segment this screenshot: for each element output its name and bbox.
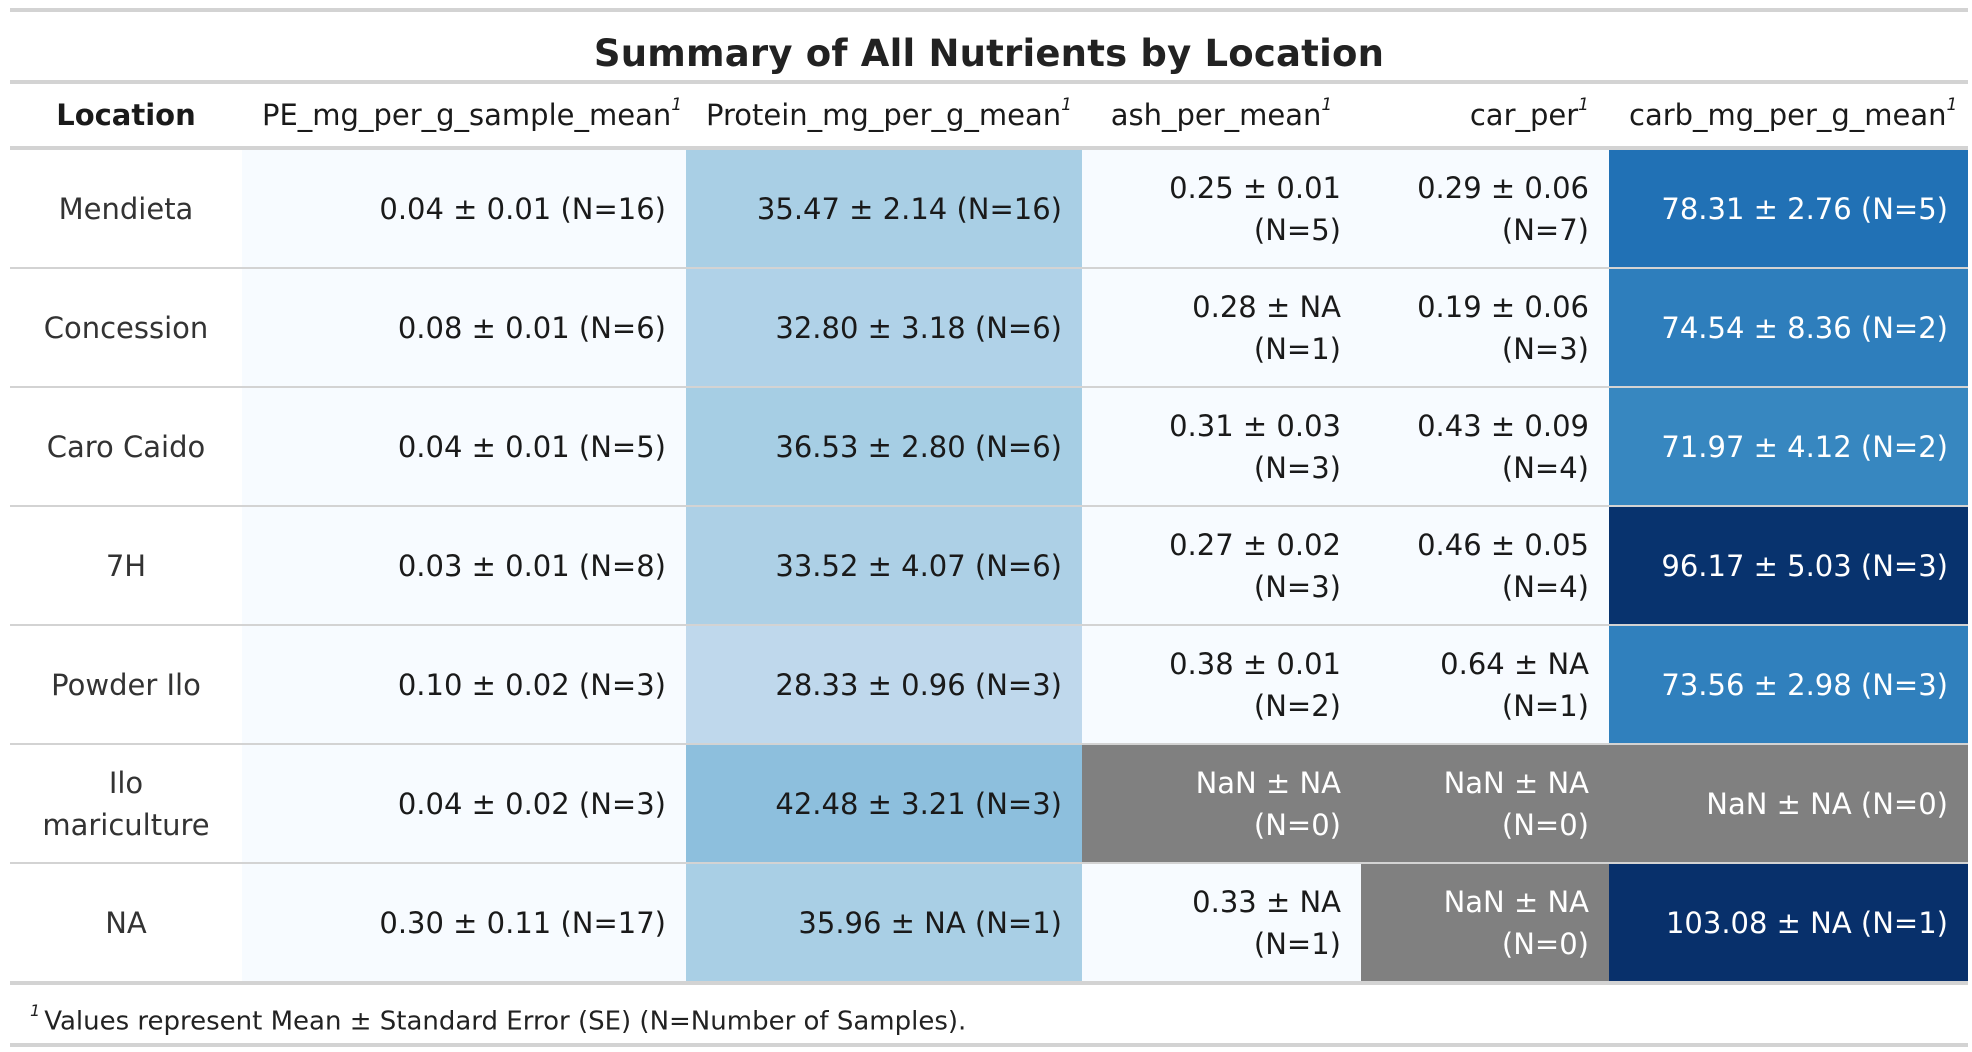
column-header-label: Location [56,98,196,132]
value-cell: 36.53 ± 2.80 (N=6) [686,386,1082,506]
nutrients-table: Location PE_mg_per_g_sample_mean1 Protein_… [10,84,1968,981]
column-header-carb-mg-per-g-mean: carb_mg_per_g_mean1 [1609,84,1968,148]
footnote-mark: 1 [30,1001,41,1020]
table-row: Mendieta 0.04 ± 0.01 (N=16) 35.47 ± 2.14 (… [10,148,1968,268]
footnote-marker: 1 [1061,95,1072,116]
footer-rule [10,981,1968,985]
value-cell: 32.80 ± 3.18 (N=6) [686,267,1082,387]
value-cell: 35.47 ± 2.14 (N=16) [686,148,1082,268]
table-title: Summary of All Nutrients by Location [593,32,1385,75]
value-cell: 0.08 ± 0.01 (N=6) [242,267,686,387]
value-cell: 0.04 ± 0.02 (N=3) [242,743,686,863]
value-cell: 73.56 ± 2.98 (N=3) [1609,624,1968,744]
value-cell: 71.97 ± 4.12 (N=2) [1609,386,1968,506]
column-header-label: carb_mg_per_g_mean [1629,98,1947,132]
footnote-marker: 1 [1946,95,1958,116]
value-cell: 0.29 ± 0.06 (N=7) [1361,148,1609,268]
value-cell: 33.52 ± 4.07 (N=6) [686,505,1082,625]
value-cell: 0.31 ± 0.03 (N=3) [1082,386,1361,506]
value-cell: 0.43 ± 0.09 (N=4) [1361,386,1609,506]
column-header-protein-mg-per-g-mean: Protein_mg_per_g_mean1 [686,84,1082,148]
value-cell: 0.30 ± 0.11 (N=17) [242,862,686,981]
table-body: Mendieta 0.04 ± 0.01 (N=16) 35.47 ± 2.14 (… [10,148,1968,981]
value-cell: 0.27 ± 0.02 (N=3) [1082,505,1361,625]
table-row: 7H 0.03 ± 0.01 (N=8) 33.52 ± 4.07 (N=6) 0.2… [10,505,1968,625]
location-cell: Ilo mariculture [10,743,242,863]
value-cell: 0.46 ± 0.05 (N=4) [1361,505,1609,625]
location-cell: NA [10,862,242,981]
value-cell: NaN ± NA (N=0) [1361,862,1609,981]
table-row: Concession 0.08 ± 0.01 (N=6) 32.80 ± 3.18 … [10,267,1968,387]
value-cell: 0.25 ± 0.01 (N=5) [1082,148,1361,268]
table-row: Powder Ilo 0.10 ± 0.02 (N=3) 28.33 ± 0.96 … [10,624,1968,744]
column-header-label: ash_per_mean [1110,98,1322,132]
location-cell: Concession [10,267,242,387]
bottom-rule [10,1043,1968,1047]
value-cell: 0.64 ± NA (N=1) [1361,624,1609,744]
column-header-location: Location [10,84,242,148]
column-header-label: PE_mg_per_g_sample_mean [262,98,672,132]
value-cell: 74.54 ± 8.36 (N=2) [1609,267,1968,387]
footnote-marker: 1 [1578,95,1589,116]
footnote-marker: 1 [671,95,683,116]
value-cell: 96.17 ± 5.03 (N=3) [1609,505,1968,625]
value-cell: 35.96 ± NA (N=1) [686,862,1082,981]
location-cell: 7H [10,505,242,625]
value-cell: 0.03 ± 0.01 (N=8) [242,505,686,625]
footnote-marker: 1 [1321,95,1333,116]
value-cell: 0.38 ± 0.01 (N=2) [1082,624,1361,744]
column-header-car-per: car_per1 [1361,84,1609,148]
value-cell: 0.10 ± 0.02 (N=3) [242,624,686,744]
value-cell: 42.48 ± 3.21 (N=3) [686,743,1082,863]
location-cell: Mendieta [10,148,242,268]
value-cell: 103.08 ± NA (N=1) [1609,862,1968,981]
column-header-pe-mg-per-g-sample-mean: PE_mg_per_g_sample_mean1 [242,84,686,148]
value-cell: 0.28 ± NA (N=1) [1082,267,1361,387]
header-row: Location PE_mg_per_g_sample_mean1 Protein_… [10,84,1968,148]
value-cell: NaN ± NA (N=0) [1609,743,1968,863]
value-cell: NaN ± NA (N=0) [1361,743,1609,863]
value-cell: 78.31 ± 2.76 (N=5) [1609,148,1968,268]
footnote-text: Values represent Mean ± Standard Error (… [44,1006,967,1037]
location-cell: Caro Caido [10,386,242,506]
table-row: NA 0.30 ± 0.11 (N=17) 35.96 ± NA (N=1) 0.33… [10,862,1968,981]
value-cell: NaN ± NA (N=0) [1082,743,1361,863]
table-row: Ilo mariculture 0.04 ± 0.02 (N=3) 42.48 ± … [10,743,1968,863]
column-header-label: Protein_mg_per_g_mean [706,98,1062,132]
value-cell: 28.33 ± 0.96 (N=3) [686,624,1082,744]
value-cell: 0.04 ± 0.01 (N=5) [242,386,686,506]
column-header-label: car_per [1469,98,1579,132]
title-rule [10,80,1968,84]
value-cell: 0.33 ± NA (N=1) [1082,862,1361,981]
footnote: 1 Values represent Mean ± Standard Error … [10,985,1968,1043]
location-cell: Powder Ilo [10,624,242,744]
summary-table-container: Summary of All Nutrients by Location Loc… [10,8,1968,1047]
column-header-ash-per-mean: ash_per_mean1 [1082,84,1361,148]
top-rule [10,8,1968,12]
table-row: Caro Caido 0.04 ± 0.01 (N=5) 36.53 ± 2.80 … [10,386,1968,506]
value-cell: 0.19 ± 0.06 (N=3) [1361,267,1609,387]
value-cell: 0.04 ± 0.01 (N=16) [242,148,686,268]
